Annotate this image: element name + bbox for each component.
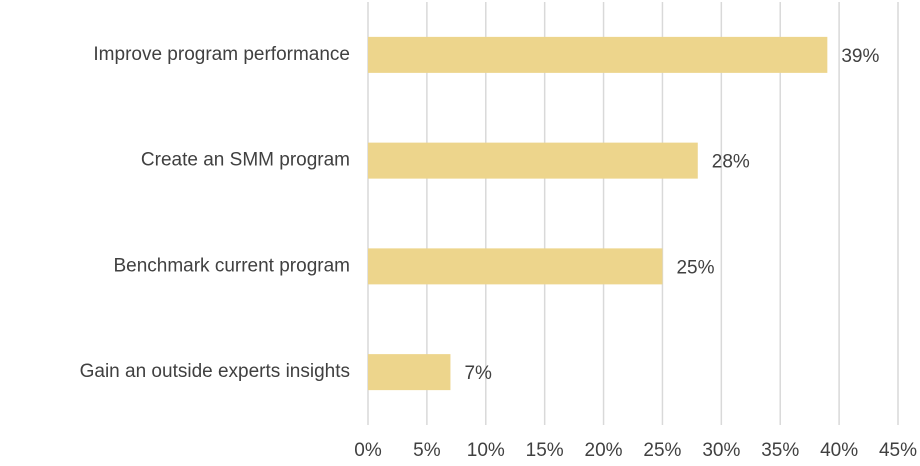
x-tick-label: 5% [413,440,441,461]
y-tick-label: Create an SMM program [141,150,350,171]
bar [368,142,698,179]
y-tick-label: Benchmark current program [113,255,350,276]
data-label: 28% [712,152,750,173]
x-tick-label: 25% [643,440,681,461]
bar [368,36,828,73]
data-label: 7% [464,363,492,384]
data-label: 39% [841,46,879,67]
x-tick-label: 40% [820,440,858,461]
x-tick-label: 15% [526,440,564,461]
bar [368,354,451,391]
x-tick-label: 10% [467,440,505,461]
x-tick-label: 45% [879,440,917,461]
x-tick-label: 0% [354,440,382,461]
y-tick-label: Improve program performance [93,44,350,65]
y-tick-label: Gain an outside experts insights [80,361,350,382]
x-tick-label: 30% [702,440,740,461]
x-tick-label: 20% [585,440,623,461]
bar [368,248,663,285]
x-tick-label: 35% [761,440,799,461]
data-label: 25% [676,257,714,278]
